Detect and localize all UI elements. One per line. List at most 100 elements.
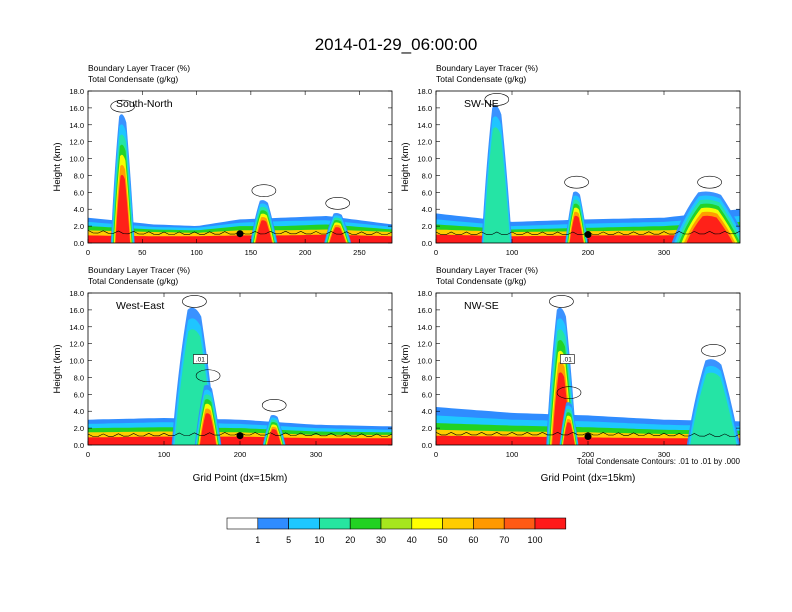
colorbar-label: 60 <box>468 535 478 545</box>
x-tick-label: 0 <box>434 450 438 459</box>
y-tick-label: 14.0 <box>69 323 84 332</box>
plot-area <box>436 295 740 445</box>
x-tick-label: 100 <box>190 248 203 257</box>
y-tick-label: 10.0 <box>417 155 432 164</box>
colorbar-label: 5 <box>286 535 291 545</box>
y-tick-label: 6.0 <box>74 188 84 197</box>
y-tick-label: 12.0 <box>69 340 84 349</box>
panel-title-line: Total Condensate (g/kg) <box>436 276 526 286</box>
panel-title-line: Boundary Layer Tracer (%) <box>88 63 190 73</box>
x-tick-label: 50 <box>138 248 146 257</box>
y-tick-label: 8.0 <box>422 171 432 180</box>
colorbar-swatch <box>503 517 536 530</box>
colorbar-label: 100 <box>527 535 542 545</box>
y-tick-label: 12.0 <box>417 138 432 147</box>
y-tick-label: 0.0 <box>74 239 84 248</box>
x-tick-label: 200 <box>582 248 595 257</box>
condensate-contour <box>484 93 510 106</box>
y-tick-label: 8.0 <box>422 373 432 382</box>
y-tick-label: 18.0 <box>69 289 84 298</box>
panel-bottom-right: Boundary Layer Tracer (%)Total Condensat… <box>400 265 741 484</box>
y-tick-label: 16.0 <box>417 104 432 113</box>
y-tick-label: 16.0 <box>417 306 432 315</box>
panel-top-right: Boundary Layer Tracer (%)Total Condensat… <box>400 63 741 257</box>
colorbar: 1 5 10 20 30 40 50 60 70 100 <box>226 517 567 545</box>
colorbar-label: 40 <box>407 535 417 545</box>
tracer-band <box>88 234 392 243</box>
condensate-contour <box>110 99 136 113</box>
y-tick-label: 10.0 <box>69 155 84 164</box>
location-marker <box>584 231 592 239</box>
y-tick-label: 14.0 <box>69 121 84 130</box>
colorbar-swatch <box>473 517 505 530</box>
colorbar-swatch <box>534 517 567 530</box>
x-tick-label: 0 <box>86 248 90 257</box>
x-tick-label: 250 <box>353 248 366 257</box>
condensate-contour <box>564 175 589 189</box>
condensate-contour <box>261 399 287 412</box>
y-tick-label: 6.0 <box>422 188 432 197</box>
colorbar-swatch <box>380 517 413 530</box>
y-axis-label: Height (km) <box>400 344 411 393</box>
x-tick-label: 150 <box>245 248 258 257</box>
y-tick-label: 12.0 <box>417 340 432 349</box>
y-tick-label: 0.0 <box>74 441 84 450</box>
y-axis-label: Height (km) <box>52 142 63 191</box>
plume-shape <box>569 215 584 243</box>
y-tick-label: 10.0 <box>69 357 84 366</box>
contour-label: .01 <box>563 357 572 364</box>
x-tick-label: 0 <box>434 248 438 257</box>
y-tick-label: 18.0 <box>417 87 432 96</box>
panel-label: West-East <box>116 300 164 312</box>
colorbar-label: 50 <box>438 535 448 545</box>
y-axis-label: Height (km) <box>52 344 63 393</box>
x-tick-label: 200 <box>299 248 312 257</box>
colorbar-swatch <box>288 517 320 530</box>
contour-label-box <box>560 354 575 364</box>
y-tick-label: 4.0 <box>422 205 432 214</box>
y-tick-label: 10.0 <box>417 357 432 366</box>
location-marker <box>584 433 592 441</box>
plume-shape <box>255 220 273 243</box>
colorbar-label: 10 <box>314 535 324 545</box>
x-tick-label: 300 <box>310 450 323 459</box>
x-axis-label: Grid Point (dx=15km) <box>193 473 288 484</box>
contour-footnote: Total Condensate Contours: .01 to .01 by… <box>577 457 741 466</box>
plot-area <box>88 295 392 445</box>
panel-title-line: Boundary Layer Tracer (%) <box>88 265 190 275</box>
colorbar-swatch <box>319 517 351 530</box>
y-tick-label: 2.0 <box>422 222 432 231</box>
plume-shape <box>199 413 217 445</box>
y-tick-label: 8.0 <box>74 171 84 180</box>
plot-area <box>88 99 392 243</box>
location-marker <box>236 432 244 440</box>
panel-label: SW-NE <box>464 98 499 110</box>
plume-shape <box>483 127 511 243</box>
contour-label: .01 <box>196 357 205 364</box>
condensate-contour <box>195 369 221 383</box>
y-tick-label: 18.0 <box>69 87 84 96</box>
y-tick-label: 0.0 <box>422 239 432 248</box>
plot-frame <box>87 90 393 244</box>
x-tick-label: 200 <box>582 450 595 459</box>
panel-bottom-left: Boundary Layer Tracer (%)Total Condensat… <box>52 265 393 484</box>
colorbar-label: 70 <box>499 535 509 545</box>
x-tick-label: 300 <box>658 450 671 459</box>
location-marker <box>236 230 244 238</box>
y-tick-label: 14.0 <box>417 121 432 130</box>
condensate-contour <box>436 431 740 437</box>
y-axis-label: Height (km) <box>400 142 411 191</box>
panel-title-line: Total Condensate (g/kg) <box>436 74 526 84</box>
colorbar-swatch <box>226 517 259 530</box>
colorbar-swatch <box>442 517 474 530</box>
condensate-contour <box>697 175 722 189</box>
y-tick-label: 18.0 <box>417 289 432 298</box>
panel-title-line: Boundary Layer Tracer (%) <box>436 63 538 73</box>
y-tick-label: 14.0 <box>417 323 432 332</box>
condensate-contour <box>701 344 726 357</box>
y-tick-label: 4.0 <box>74 407 84 416</box>
panel-top-left: Boundary Layer Tracer (%)Total Condensat… <box>52 63 393 257</box>
condensate-contour <box>251 184 277 197</box>
y-tick-label: 2.0 <box>422 424 432 433</box>
plume-shape <box>563 422 575 445</box>
